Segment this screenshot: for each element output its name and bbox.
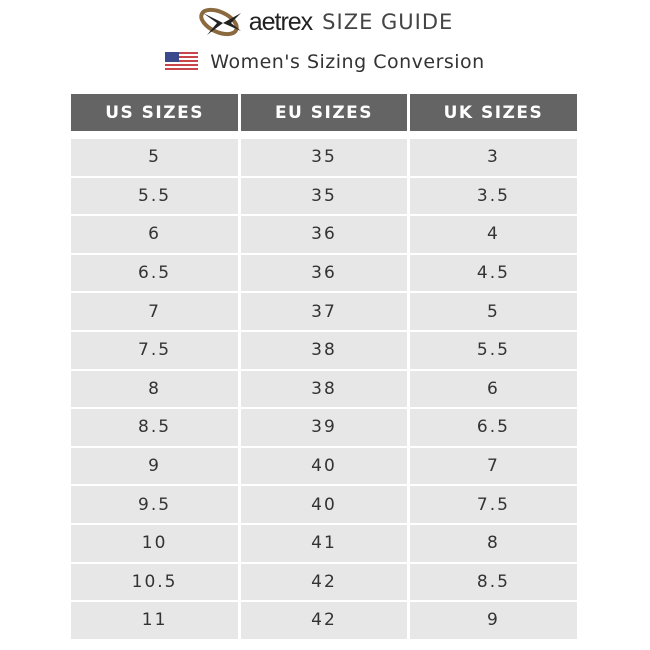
uk-size-cell: 4.5 [408,253,577,294]
us-size-cell: 9.5 [71,485,242,525]
table-row: 9 40 7 [71,446,577,487]
subtitle-row: Women's Sizing Conversion [0,46,650,78]
table-row: 11 42 9 [71,601,577,641]
table-row: 10.5 42 8.5 [71,562,577,603]
eu-size-cell: 35 [239,176,410,217]
size-conversion-table: US SIZES EU SIZES UK SIZES 5 35 3 5.5 35 3.5 6… [71,94,577,641]
eu-size-cell: 40 [239,446,410,487]
table-header-row: US SIZES EU SIZES UK SIZES [71,94,577,131]
eu-size-cell: 42 [239,562,410,603]
us-size-cell: 7 [71,292,242,332]
eu-size-cell: 40 [239,485,410,525]
eu-size-cell: 38 [239,330,410,371]
table-row: 8 38 6 [71,369,577,410]
eu-size-cell: 38 [239,369,410,410]
table-row: 7.5 38 5.5 [71,330,577,371]
table-row: 6.5 36 4.5 [71,253,577,294]
column-header-us: US SIZES [71,94,242,131]
us-size-cell: 5.5 [71,176,242,217]
uk-size-cell: 6 [408,369,577,410]
eu-size-cell: 41 [239,523,410,564]
uk-size-cell: 4 [408,215,577,255]
us-size-cell: 6.5 [71,253,242,294]
brand-header: aetrex SIZE GUIDE [0,4,650,40]
us-size-cell: 9 [71,446,242,487]
eu-size-cell: 36 [239,215,410,255]
uk-size-cell: 8.5 [408,562,577,603]
page-title: SIZE GUIDE [322,10,454,34]
uk-size-cell: 3.5 [408,176,577,217]
eu-size-cell: 39 [239,408,410,448]
brand-name: aetrex [248,7,313,36]
us-size-cell: 8 [71,369,242,410]
table-row: 8.5 39 6.5 [71,408,577,448]
us-size-cell: 10 [71,523,242,564]
us-size-cell: 7.5 [71,330,242,371]
table-row: 10 41 8 [71,523,577,564]
us-size-cell: 8.5 [71,408,242,448]
page-subtitle: Women's Sizing Conversion [210,51,485,73]
us-size-cell: 11 [71,601,242,641]
uk-size-cell: 5 [408,292,577,332]
aetrex-logo-icon [198,7,241,37]
uk-size-cell: 9 [408,601,577,641]
table-row: 7 37 5 [71,292,577,332]
table-row: 6 36 4 [71,215,577,255]
uk-size-cell: 3 [408,139,577,178]
table-row: 5 35 3 [71,139,577,178]
us-size-cell: 10.5 [71,562,242,603]
uk-size-cell: 8 [408,523,577,564]
column-header-uk: UK SIZES [408,94,577,131]
column-header-eu: EU SIZES [239,94,410,131]
uk-size-cell: 7 [408,446,577,487]
uk-size-cell: 6.5 [408,408,577,448]
us-size-cell: 5 [71,139,242,178]
us-flag-icon [165,52,199,72]
us-size-cell: 6 [71,215,242,255]
table-row: 5.5 35 3.5 [71,176,577,217]
eu-size-cell: 37 [239,292,410,332]
eu-size-cell: 35 [239,139,410,178]
eu-size-cell: 36 [239,253,410,294]
uk-size-cell: 7.5 [408,485,577,525]
uk-size-cell: 5.5 [408,330,577,371]
eu-size-cell: 42 [239,601,410,641]
table-row: 9.5 40 7.5 [71,485,577,525]
